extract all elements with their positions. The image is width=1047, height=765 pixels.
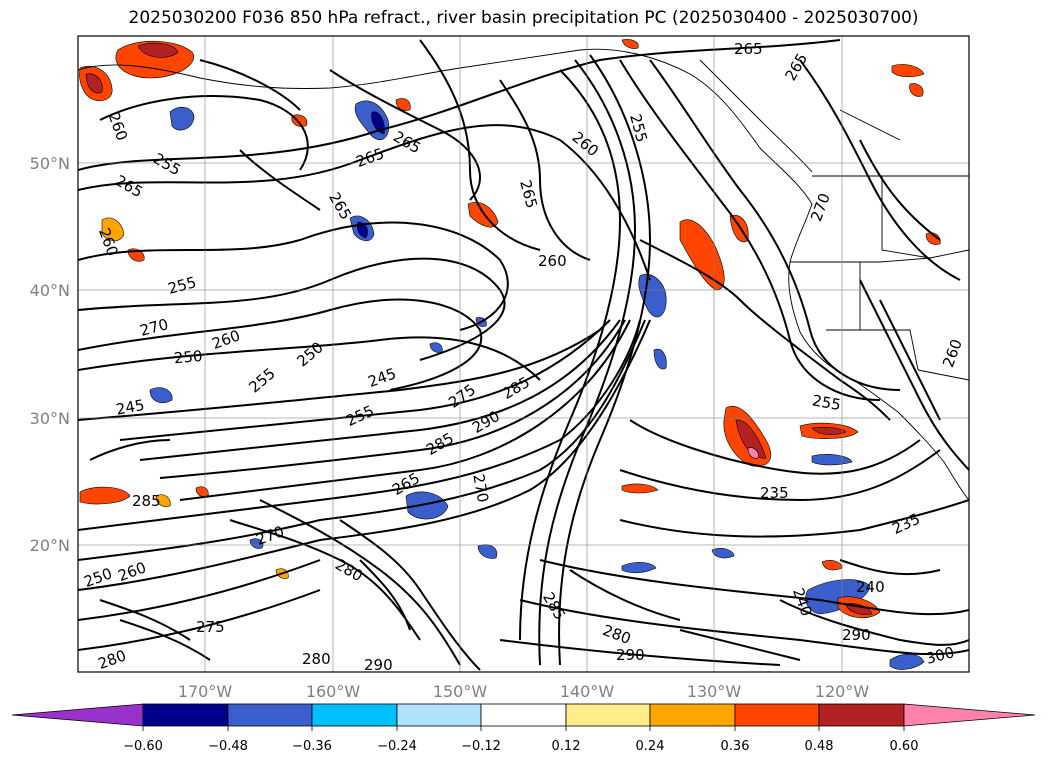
colorbar-tick-label: −0.12	[461, 739, 501, 754]
refractivity-contours	[78, 39, 969, 671]
contour-label: 250	[173, 347, 203, 367]
contour-label: 240	[856, 578, 885, 596]
coastlines	[78, 48, 969, 501]
contour-label: 270	[469, 473, 492, 504]
colorbar-tick-label: −0.48	[208, 739, 248, 754]
colorbar-segment	[227, 703, 313, 727]
precipitation-shading	[79, 39, 941, 670]
colorbar-segment	[480, 703, 567, 727]
contour-label: 290	[364, 656, 393, 674]
lon-label-170w: 170°W	[178, 682, 233, 701]
lat-label-30n: 30°N	[30, 409, 70, 428]
graticule	[78, 36, 969, 672]
lat-label-20n: 20°N	[30, 536, 70, 555]
colorbar-segment	[396, 703, 482, 727]
lon-label-160w: 160°W	[306, 682, 361, 701]
contour-label: 255	[811, 391, 842, 414]
lon-label-130w: 130°W	[687, 682, 742, 701]
lat-label-40n: 40°N	[30, 281, 70, 300]
lon-label-120w: 120°W	[815, 682, 870, 701]
colorbar-segment	[649, 703, 736, 727]
contour-label: 285	[132, 492, 161, 510]
lon-label-150w: 150°W	[433, 682, 488, 701]
political-borders	[790, 175, 969, 381]
colorbar-tick-label: 0.48	[805, 739, 834, 754]
colorbar-tick-label: −0.36	[292, 739, 332, 754]
colorbar-tick-label: 0.24	[636, 739, 665, 754]
colorbar-segment	[142, 703, 229, 727]
contour-label: 275	[196, 618, 225, 636]
contour-label: 235	[760, 484, 789, 502]
map-panel: 260 255 265 265 265 255 250 250 260 270 …	[77, 35, 970, 674]
colorbar-segment	[565, 703, 651, 727]
colorbar-tick-labels: −0.60 −0.48 −0.36 −0.24 −0.12 0.12 0.24 …	[123, 739, 918, 754]
contour-label: 290	[842, 626, 871, 644]
contour-label: 290	[616, 646, 645, 664]
colorbar-ticks	[142, 726, 905, 731]
contour-label: 265	[734, 40, 763, 58]
contour-label: 260	[538, 252, 567, 270]
colorbar-tick-label: 0.36	[721, 739, 750, 754]
colorbar-segment	[11, 703, 144, 727]
colorbar-tick-label: −0.60	[123, 739, 163, 754]
colorbar-tick-label: 0.60	[890, 739, 919, 754]
map-title: 2025030200 F036 850 hPa refract., river …	[128, 8, 919, 28]
lat-label-50n: 50°N	[30, 154, 70, 173]
colorbar-segment	[818, 703, 905, 727]
contour-label: 280	[302, 650, 331, 668]
colorbar-tick-label: −0.24	[377, 739, 417, 754]
contour-label: 245	[115, 396, 146, 419]
latitude-labels: 50°N 40°N 30°N 20°N	[30, 154, 70, 555]
longitude-labels: 170°W 160°W 150°W 140°W 130°W 120°W	[178, 682, 870, 701]
colorbar-tick-label: 0.12	[552, 739, 581, 754]
colorbar	[11, 703, 1036, 727]
lon-label-140w: 140°W	[560, 682, 615, 701]
colorbar-segment	[311, 703, 398, 727]
colorbar-segment	[734, 703, 820, 727]
colorbar-segment	[903, 703, 1036, 727]
